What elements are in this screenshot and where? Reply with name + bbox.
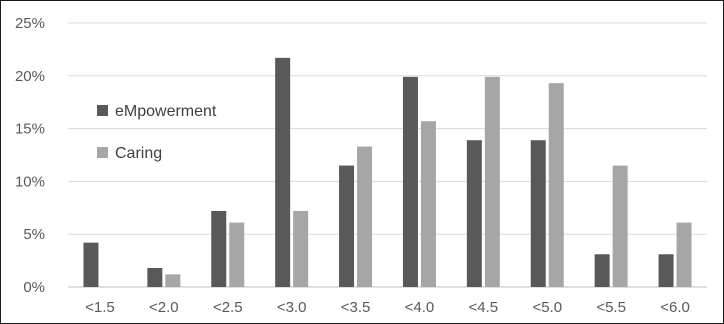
bar-caring-3 (293, 210, 309, 287)
y-tick-label: 25% (15, 15, 45, 32)
bar-empowerment-9 (658, 254, 674, 287)
x-axis-ticks: <1.5 <2.0 <2.5 <3.0 <3.5 <4.0 <4.5 <5.0 <5.5 <6.0 (85, 299, 690, 316)
x-tick-label: <4.0 (405, 299, 435, 316)
bar-empowerment-8 (594, 254, 610, 287)
bar-caring-9 (676, 222, 692, 287)
bar-caring-5 (420, 121, 436, 287)
y-tick-label: 15% (15, 121, 45, 138)
x-tick-label: <3.0 (277, 299, 307, 316)
bar-caring-4 (357, 146, 373, 287)
bar-caring-1 (165, 274, 181, 287)
x-tick-label: <5.5 (596, 299, 626, 316)
bar-empowerment-5 (402, 76, 418, 287)
x-tick-label: <6.0 (660, 299, 690, 316)
bar-empowerment-6 (466, 140, 482, 287)
x-tick-label: <4.5 (469, 299, 499, 316)
x-tick-label: <1.5 (85, 299, 115, 316)
bar-caring-8 (612, 165, 628, 287)
legend-label-caring: Caring (115, 145, 162, 162)
bar-caring-7 (548, 83, 564, 287)
bar-caring-2 (229, 222, 245, 287)
gridlines (68, 22, 707, 288)
bar-caring-6 (484, 76, 500, 287)
x-tick-label: <5.0 (532, 299, 562, 316)
bars (83, 57, 692, 288)
bar-empowerment-3 (275, 57, 291, 288)
bar-empowerment-2 (211, 210, 227, 287)
x-tick-label: <2.0 (149, 299, 179, 316)
legend-swatch-empowerment (97, 105, 108, 116)
y-tick-label: 5% (23, 226, 45, 243)
y-tick-label: 10% (15, 173, 45, 190)
legend: eMpowerment Caring (97, 103, 217, 162)
x-tick-label: <2.5 (213, 299, 243, 316)
bar-empowerment-4 (339, 165, 355, 287)
bar-empowerment-1 (147, 267, 163, 287)
x-tick-label: <3.5 (341, 299, 371, 316)
y-tick-label: 0% (23, 279, 45, 296)
y-axis-ticks: 0% 5% 10% 15% 20% 25% (15, 15, 45, 296)
bar-empowerment-7 (530, 140, 546, 287)
legend-swatch-caring (97, 147, 108, 158)
y-tick-label: 20% (15, 68, 45, 85)
legend-label-empowerment: eMpowerment (115, 103, 217, 120)
bar-empowerment-0 (83, 242, 99, 287)
